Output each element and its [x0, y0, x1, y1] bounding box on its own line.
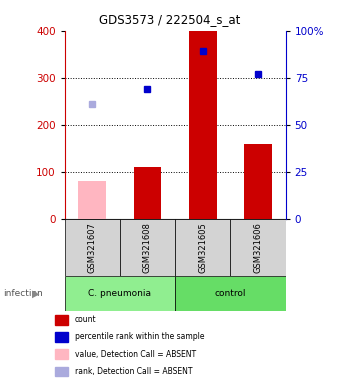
Bar	[120, 219, 175, 276]
Text: C. pneumonia: C. pneumonia	[88, 289, 151, 298]
Bar	[65, 276, 175, 311]
Text: GDS3573 / 222504_s_at: GDS3573 / 222504_s_at	[99, 13, 241, 26]
Text: GSM321608: GSM321608	[143, 222, 152, 273]
Text: rank, Detection Call = ABSENT: rank, Detection Call = ABSENT	[75, 367, 192, 376]
Text: infection: infection	[3, 289, 43, 298]
Bar	[230, 219, 286, 276]
Text: value, Detection Call = ABSENT: value, Detection Call = ABSENT	[75, 350, 196, 359]
Text: GSM321606: GSM321606	[254, 222, 262, 273]
Bar	[244, 144, 272, 219]
Bar	[79, 181, 106, 219]
Bar	[55, 332, 68, 342]
Bar	[175, 219, 230, 276]
Text: ▶: ▶	[32, 289, 39, 299]
Text: percentile rank within the sample: percentile rank within the sample	[75, 333, 204, 341]
Bar	[65, 219, 120, 276]
Bar	[189, 31, 217, 219]
Bar	[175, 276, 286, 311]
Bar	[55, 349, 68, 359]
Text: GSM321605: GSM321605	[198, 222, 207, 273]
Text: GSM321607: GSM321607	[88, 222, 97, 273]
Bar	[134, 167, 161, 219]
Bar	[55, 367, 68, 376]
Text: control: control	[215, 289, 246, 298]
Bar	[55, 315, 68, 324]
Text: count: count	[75, 315, 97, 324]
